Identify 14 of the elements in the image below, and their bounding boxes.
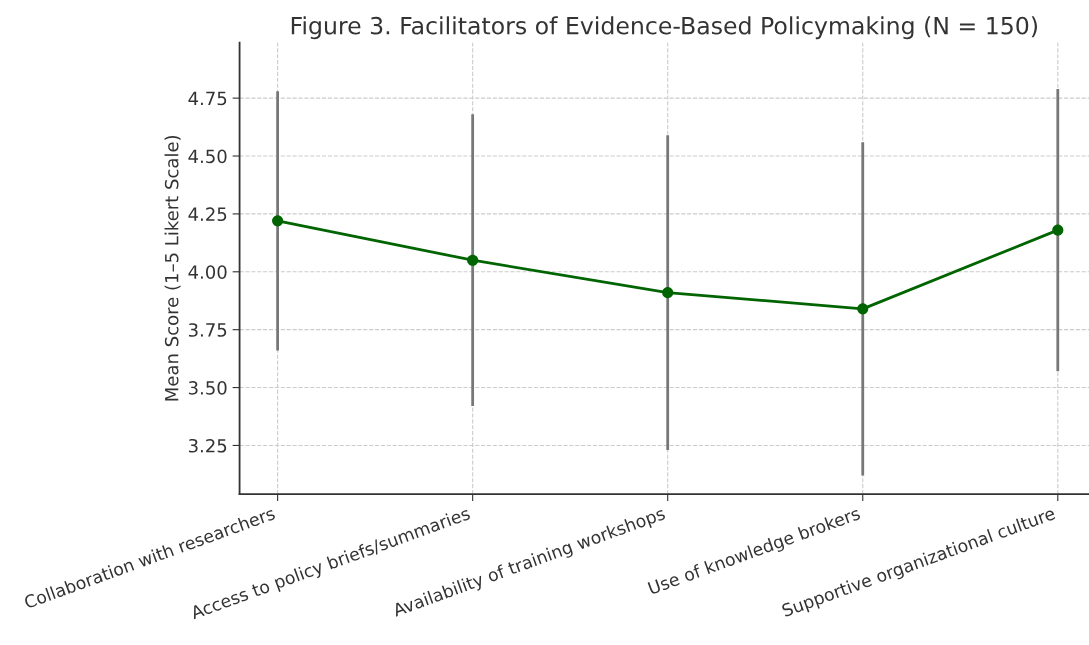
y-axis-title: Mean Score (1–5 Likert Scale) — [164, 135, 181, 401]
point — [1052, 224, 1064, 236]
y-tick-label: 3.50 — [188, 381, 227, 395]
y-tick-label: 4.75 — [188, 91, 227, 106]
y-tick-label: 4.25 — [188, 207, 227, 222]
y-tick-label: 4.00 — [188, 265, 227, 279]
y-tick-label: 4.50 — [188, 149, 227, 164]
point — [857, 303, 869, 315]
y-tick-label: 3.25 — [188, 438, 227, 453]
chart-title: Figure 3. Facilitators of Evidence-Based Policymaking (N = 150) — [291, 16, 1037, 40]
point — [467, 254, 479, 266]
point — [662, 287, 674, 299]
y-tick-label: 3.75 — [188, 323, 227, 337]
point — [272, 215, 284, 227]
